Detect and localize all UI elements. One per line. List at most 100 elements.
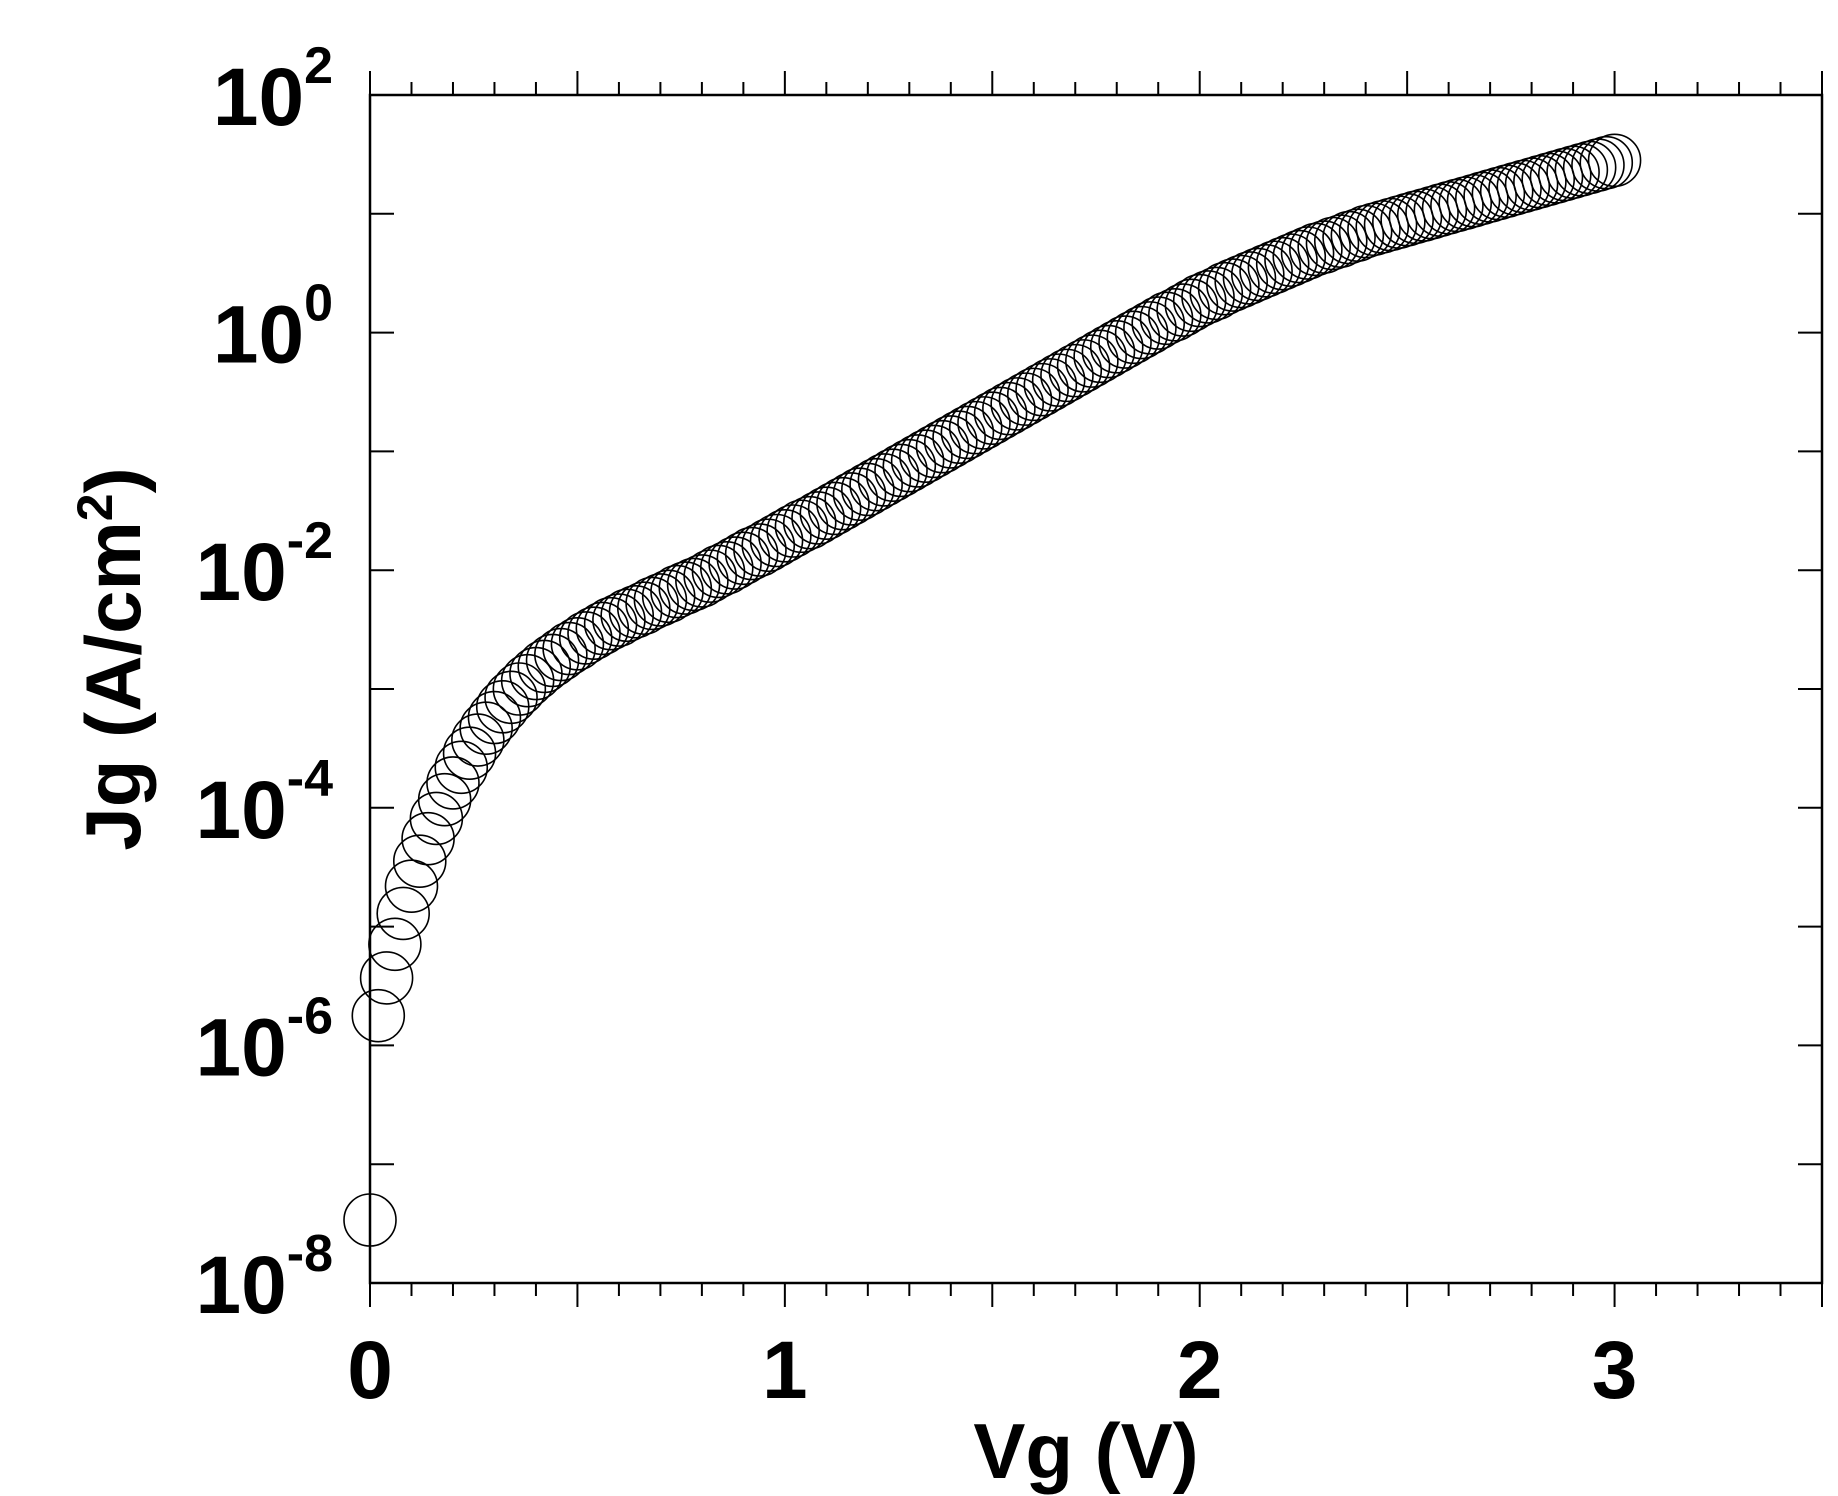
data-point <box>1048 343 1103 398</box>
y-axis-title-main: Jg (A/cm <box>69 521 157 850</box>
data-point <box>1197 261 1252 316</box>
data-point <box>1571 138 1625 192</box>
data-point <box>791 491 845 545</box>
data-point <box>899 429 953 483</box>
y-tick-label: 100 <box>213 275 333 381</box>
data-point <box>1405 185 1459 240</box>
data-point <box>940 405 995 460</box>
data-point <box>807 481 862 536</box>
data-point <box>865 448 920 502</box>
data-point <box>857 453 912 507</box>
data-point <box>550 617 605 671</box>
data-point <box>675 554 729 608</box>
data-point <box>467 690 522 745</box>
data-point <box>351 988 406 1043</box>
data-point <box>774 499 829 554</box>
y-tick-label: 10-2 <box>196 512 333 618</box>
data-point <box>1388 190 1443 245</box>
data-point <box>1073 329 1127 384</box>
data-point <box>1479 164 1534 219</box>
data-point <box>957 396 1011 450</box>
data-point <box>625 576 679 631</box>
data-point <box>1264 233 1318 287</box>
data-point <box>982 381 1036 436</box>
data-point <box>1554 143 1609 197</box>
data-point <box>1239 244 1293 298</box>
data-point <box>359 951 414 1005</box>
y-tick-label: 10-8 <box>196 1225 333 1331</box>
data-point <box>716 531 771 586</box>
data-point <box>484 670 538 725</box>
data-point <box>1106 310 1161 365</box>
data-point <box>1396 188 1451 242</box>
data-point <box>1181 270 1235 324</box>
data-point <box>799 486 854 540</box>
data-point <box>1413 183 1468 238</box>
plot-frame <box>368 93 1824 1285</box>
data-point <box>1562 140 1617 195</box>
data-point <box>1222 251 1277 305</box>
y-tick-labels: 10-8 10-6 10-4 10-2 100 102 <box>196 37 334 1331</box>
y-axis-title-close: ) <box>69 467 157 493</box>
data-point <box>932 410 986 464</box>
data-point <box>1521 152 1575 207</box>
data-point <box>824 472 879 526</box>
data-point <box>1347 202 1401 257</box>
data-point <box>923 415 978 469</box>
data-point <box>1255 236 1310 291</box>
data-point <box>1065 334 1119 388</box>
data-point <box>558 611 613 665</box>
data-point <box>699 541 754 595</box>
data-point <box>442 726 497 781</box>
x-tick-label: 1 <box>762 1325 808 1416</box>
data-point <box>1372 195 1426 249</box>
data-point <box>907 424 962 479</box>
data-point <box>1098 315 1152 369</box>
data-point <box>1131 296 1186 350</box>
data-point <box>1455 171 1509 226</box>
y-axis-title-sup: 2 <box>67 493 123 521</box>
data-point <box>948 400 1003 455</box>
data-point <box>600 588 655 643</box>
data-point <box>1579 135 1634 190</box>
data-point <box>1463 169 1517 223</box>
y-axis-title: Jg (A/cm2) <box>67 467 157 850</box>
data-point <box>1529 150 1584 204</box>
data-point <box>1230 247 1285 302</box>
data-point <box>890 434 945 488</box>
data-point <box>1040 348 1094 403</box>
data-point <box>401 811 455 866</box>
data-point <box>1338 204 1393 259</box>
data-point <box>1031 353 1086 407</box>
data-point <box>1214 254 1268 309</box>
data-point <box>724 526 779 581</box>
data-point <box>1537 147 1592 202</box>
data-point <box>633 573 688 627</box>
data-point <box>758 508 812 563</box>
data-point <box>1355 200 1410 254</box>
data-markers <box>343 133 1642 1247</box>
data-point <box>1272 229 1327 284</box>
data-point <box>782 495 837 550</box>
data-point <box>1006 367 1061 422</box>
data-point <box>542 621 596 676</box>
x-tick-label: 0 <box>347 1325 393 1416</box>
data-point <box>1081 324 1136 379</box>
data-point <box>1114 305 1169 360</box>
data-point <box>1247 240 1302 295</box>
x-axis-title: Vg (V) <box>973 1407 1198 1495</box>
data-point <box>915 419 970 474</box>
data-point <box>1023 358 1078 412</box>
y-tick-label: 10-4 <box>196 750 334 856</box>
data-point <box>451 713 505 767</box>
data-point <box>1380 192 1434 247</box>
y-tick-label: 10-6 <box>196 987 333 1093</box>
data-point <box>1123 301 1177 355</box>
data-point <box>1189 266 1244 321</box>
data-point <box>1488 162 1542 216</box>
data-point <box>1471 166 1526 221</box>
data-point <box>492 662 547 716</box>
data-point <box>1089 320 1144 374</box>
data-point <box>766 504 820 558</box>
